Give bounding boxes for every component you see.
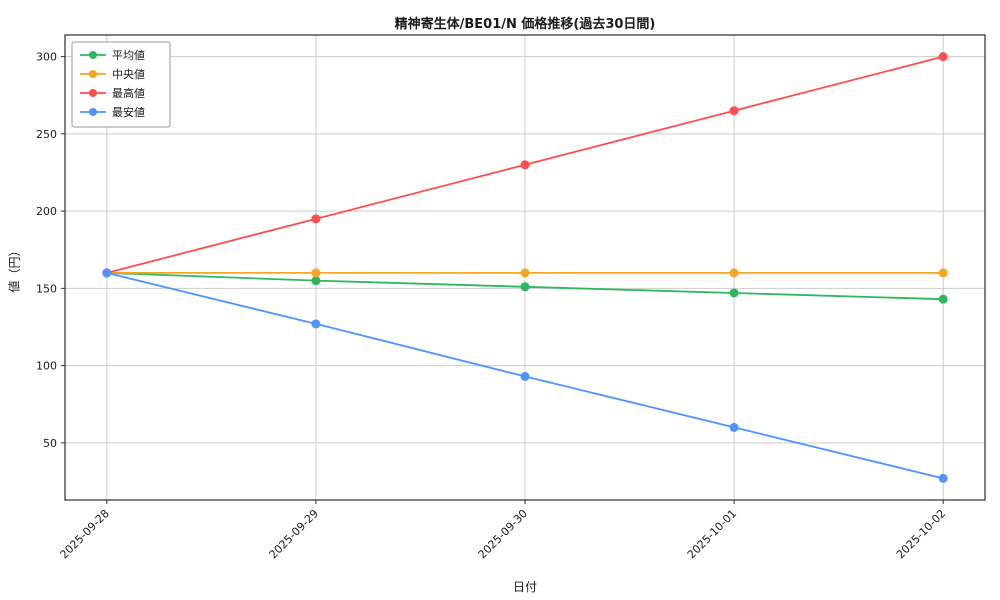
legend-marker-3 bbox=[89, 108, 97, 116]
series-marker-2 bbox=[729, 106, 739, 116]
x-tick-label: 2025-09-30 bbox=[476, 507, 530, 561]
series-marker-0 bbox=[938, 294, 948, 304]
legend-label-2: 最高値 bbox=[112, 86, 145, 100]
series-marker-3 bbox=[729, 422, 739, 432]
x-tick-label: 2025-10-01 bbox=[685, 507, 739, 561]
y-tick-label: 300 bbox=[36, 51, 57, 64]
series-marker-0 bbox=[520, 282, 530, 292]
series-marker-1 bbox=[729, 268, 739, 278]
series-marker-1 bbox=[520, 268, 530, 278]
legend-marker-2 bbox=[89, 89, 97, 97]
x-tick-label: 2025-09-29 bbox=[267, 507, 321, 561]
x-tick-label: 2025-10-02 bbox=[894, 507, 948, 561]
legend-marker-1 bbox=[89, 70, 97, 78]
y-tick-label: 100 bbox=[36, 360, 57, 373]
series-marker-2 bbox=[520, 160, 530, 170]
series-marker-1 bbox=[938, 268, 948, 278]
series-marker-2 bbox=[311, 214, 321, 224]
y-axis-label: 値（円） bbox=[7, 244, 22, 293]
legend-label-0: 平均値 bbox=[112, 49, 145, 62]
series-marker-0 bbox=[311, 276, 321, 286]
chart-title: 精神寄生体/BE01/N 価格推移(過去30日間) bbox=[394, 17, 656, 32]
legend-marker-0 bbox=[89, 51, 97, 59]
y-tick-label: 50 bbox=[43, 437, 57, 450]
legend-label-1: 中央値 bbox=[112, 68, 145, 81]
legend-box bbox=[71, 41, 171, 128]
series-marker-2 bbox=[938, 52, 948, 62]
y-tick-label: 150 bbox=[36, 282, 57, 295]
series-marker-1 bbox=[311, 268, 321, 278]
legend-label-3: 最安値 bbox=[112, 105, 145, 119]
series-marker-3 bbox=[311, 319, 321, 329]
y-tick-label: 250 bbox=[36, 128, 57, 141]
x-axis-label: 日付 bbox=[512, 580, 537, 594]
series-marker-3 bbox=[520, 371, 530, 381]
series-marker-0 bbox=[729, 288, 739, 298]
series-marker-3 bbox=[938, 473, 948, 483]
x-tick-label: 2025-09-28 bbox=[58, 507, 112, 561]
y-tick-label: 200 bbox=[36, 205, 57, 218]
series-marker-3 bbox=[102, 268, 112, 278]
